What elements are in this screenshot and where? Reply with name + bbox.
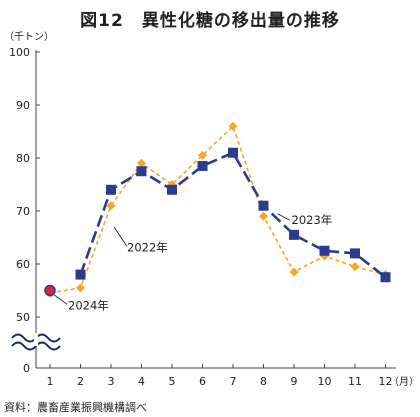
annotation-leader (113, 226, 128, 247)
point-2023 (380, 272, 391, 283)
annotation-leader (277, 213, 290, 221)
point-2023 (319, 245, 330, 256)
series-line-2023 (79, 151, 387, 279)
chart-labels: （千トン） （月） 2023年 2022年 2024年 (4, 31, 419, 388)
y-tick-label: 70 (16, 205, 30, 218)
y-tick-label: 90 (16, 99, 30, 112)
x-tick-label: 6 (199, 375, 206, 388)
point-2023 (167, 184, 177, 195)
chart-title: 図12 異性化糖の移出量の推移 (80, 11, 340, 31)
x-tick-label: 10 (318, 375, 332, 388)
y-tick-label: 80 (16, 152, 30, 165)
x-axis-label: （月） (389, 376, 419, 388)
point-2022 (106, 201, 116, 211)
x-tick-label: 11 (348, 375, 362, 388)
y-axis-label: （千トン） (4, 31, 54, 43)
point-2023 (228, 147, 238, 158)
point-2023 (197, 160, 208, 171)
point-2023 (258, 200, 269, 211)
point-2023 (106, 184, 116, 195)
source-note: 資料：農畜産業振興機構調べ (4, 401, 147, 414)
y-tick-label: 100 (9, 46, 30, 59)
x-tick-label: 9 (291, 375, 298, 388)
point-2022 (228, 121, 238, 131)
annotation-2022: 2022年 (127, 241, 168, 255)
annotation-leader (53, 294, 68, 305)
x-tick-label: 3 (108, 375, 115, 388)
point-2024 (44, 284, 56, 297)
y-tick-label: 0 (23, 362, 30, 375)
point-2022 (289, 267, 299, 277)
annotation-2023: 2023年 (292, 213, 333, 227)
series-markers (44, 121, 391, 298)
x-tick-label: 8 (260, 375, 267, 388)
y-tick-label: 60 (16, 258, 30, 271)
x-tick-label: 12 (379, 375, 393, 388)
point-2022 (259, 211, 268, 221)
series-lines (49, 124, 387, 294)
point-2023 (75, 269, 86, 280)
x-tick-label: 4 (138, 375, 145, 388)
point-2023 (289, 229, 299, 240)
point-2022 (198, 150, 207, 160)
x-tick-label: 2 (77, 375, 84, 388)
point-2022 (76, 283, 85, 293)
y-tick-label: 50 (16, 311, 30, 324)
point-2022 (137, 158, 146, 168)
series-line-2022 (49, 124, 386, 294)
point-2023 (136, 166, 147, 177)
annotation-2024: 2024年 (68, 298, 109, 312)
x-tick-label: 5 (169, 375, 176, 388)
x-tick-label: 7 (230, 375, 237, 388)
point-2022 (350, 262, 360, 272)
point-2023 (350, 248, 360, 259)
axis-break-gap (34, 333, 38, 346)
x-tick-label: 1 (47, 375, 54, 388)
